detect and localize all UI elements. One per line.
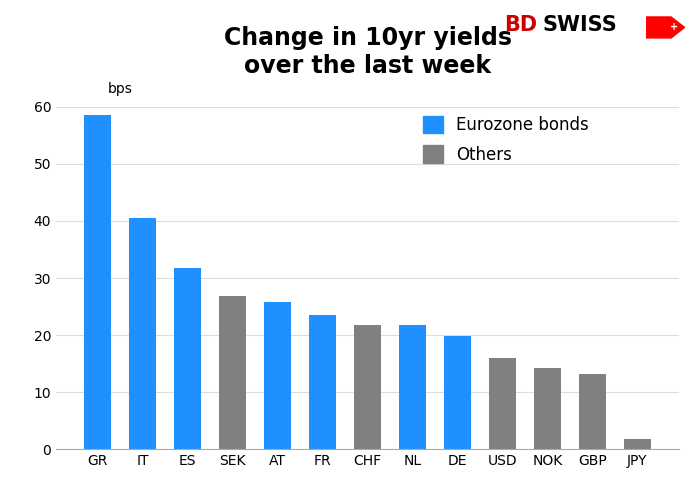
Bar (174, 268, 201, 449)
Bar (624, 440, 651, 449)
Polygon shape (646, 17, 685, 38)
Bar (219, 296, 246, 449)
Bar (84, 115, 111, 449)
Title: Change in 10yr yields
over the last week: Change in 10yr yields over the last week (223, 26, 512, 78)
Bar (309, 315, 336, 449)
Bar (534, 368, 561, 449)
Bar (579, 374, 606, 449)
Text: SWISS: SWISS (542, 15, 617, 35)
Bar (354, 325, 381, 449)
Text: BD: BD (504, 15, 537, 35)
Bar (130, 218, 156, 449)
Bar (399, 325, 426, 449)
Bar (489, 358, 516, 449)
Text: bps: bps (108, 81, 133, 95)
Legend: Eurozone bonds, Others: Eurozone bonds, Others (416, 109, 596, 170)
Bar (444, 336, 471, 449)
Bar (264, 302, 291, 449)
Text: +: + (670, 22, 678, 32)
